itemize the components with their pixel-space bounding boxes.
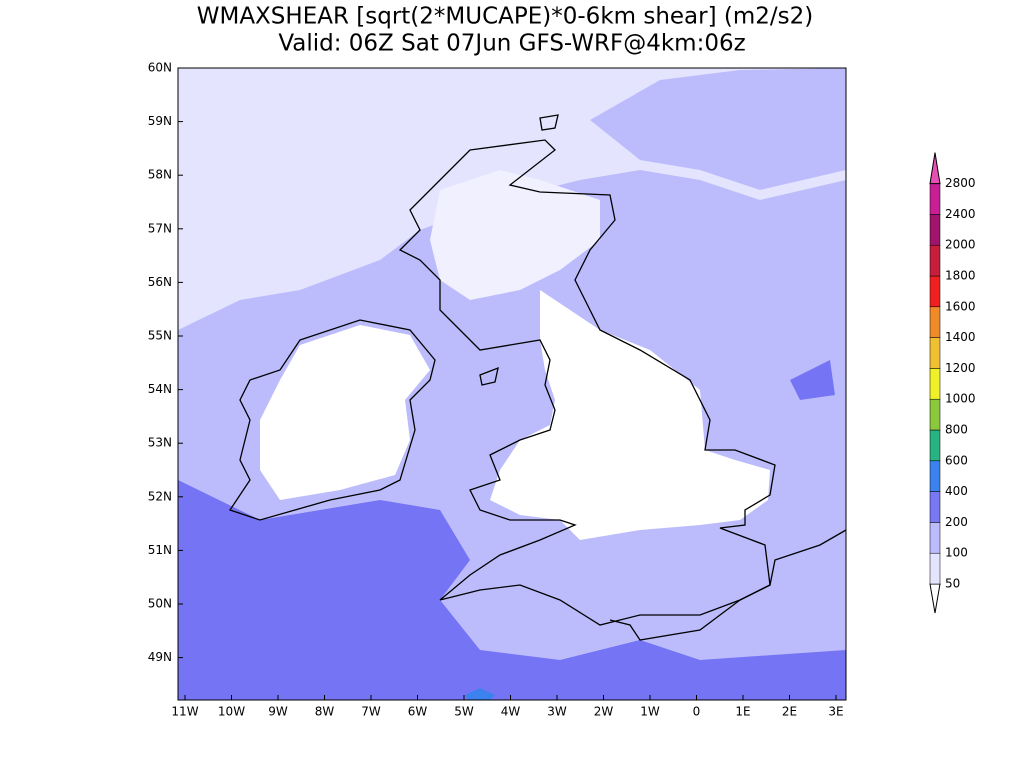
lat-label: 53N <box>148 436 172 450</box>
coastlines <box>228 114 847 641</box>
axes: 60N 59N 58N 57N 56N 55N 54N 53N 52N 51N 50N 49N 11W 1… <box>148 61 844 719</box>
colorbar-segment <box>929 152 941 185</box>
map-frame <box>177 67 847 701</box>
lat-label: 58N <box>148 168 172 182</box>
colorbar-label: 400 <box>945 484 968 498</box>
lon-label: 1E <box>735 705 750 719</box>
colorbar-label: 800 <box>945 423 968 437</box>
colorbar-label: 2800 <box>945 176 976 190</box>
colorbar-segment <box>929 583 941 614</box>
subtitle: Valid: 06Z Sat 07Jun GFS-WRF@4km:06z <box>278 31 745 57</box>
colorbar-label: 1800 <box>945 269 976 283</box>
colorbar-label: 100 <box>945 546 968 560</box>
lat-label: 56N <box>148 275 172 289</box>
colorbar-segment <box>929 183 941 215</box>
colorbar-segment <box>929 398 941 431</box>
lon-label: 5W <box>454 705 474 719</box>
lon-label: 11W <box>171 705 198 719</box>
lat-label: 50N <box>148 597 172 611</box>
lon-label: 7W <box>361 705 381 719</box>
colorbar-label: 2400 <box>945 207 976 221</box>
colorbar-segment <box>929 306 941 338</box>
lat-label: 59N <box>148 114 172 128</box>
lon-label: 9W <box>268 705 288 719</box>
colorbar-label: 1600 <box>945 299 976 313</box>
colorbar-segment <box>929 522 941 554</box>
lat-label: 51N <box>148 543 172 557</box>
colorbar-segment <box>929 368 941 400</box>
lon-label: 3E <box>828 705 843 719</box>
colorbar-label: 1000 <box>945 392 976 406</box>
colorbar-segment <box>929 275 941 308</box>
lon-label: 10W <box>218 705 245 719</box>
lon-label: 8W <box>315 705 335 719</box>
lon-label: 6W <box>408 705 428 719</box>
lon-label: 2W <box>594 705 614 719</box>
lat-label: 52N <box>148 489 172 503</box>
colorbar-label: 50 <box>945 577 960 591</box>
colorbar-segment <box>929 491 941 523</box>
colorbar-label: 2000 <box>945 238 976 252</box>
map-field <box>178 68 846 700</box>
lat-label: 55N <box>148 329 172 343</box>
title: WMAXSHEAR [sqrt(2*MUCAPE)*0-6km shear] (… <box>197 4 814 30</box>
lon-label: 4W <box>501 705 521 719</box>
lat-label: 60N <box>148 61 172 75</box>
lat-label: 49N <box>148 650 172 664</box>
colorbar-segment <box>929 337 941 369</box>
colorbar: 50 100 200 400 600 800 1000 1200 1400 1600 1800 200… <box>929 152 976 614</box>
lon-label: 0 <box>693 705 701 719</box>
colorbar-label: 600 <box>945 453 968 467</box>
colorbar-segment <box>929 429 941 462</box>
colorbar-segment <box>929 214 941 246</box>
colorbar-label: 1400 <box>945 330 976 344</box>
lon-label: 2E <box>782 705 797 719</box>
colorbar-label: 200 <box>945 515 968 529</box>
colorbar-segment <box>929 460 941 492</box>
lat-label: 54N <box>148 382 172 396</box>
colorbar-segment <box>929 244 941 277</box>
lon-label: 1W <box>640 705 660 719</box>
lat-label: 57N <box>148 221 172 235</box>
colorbar-segment <box>929 552 941 585</box>
lon-label: 3W <box>547 705 567 719</box>
colorbar-label: 1200 <box>945 361 976 375</box>
